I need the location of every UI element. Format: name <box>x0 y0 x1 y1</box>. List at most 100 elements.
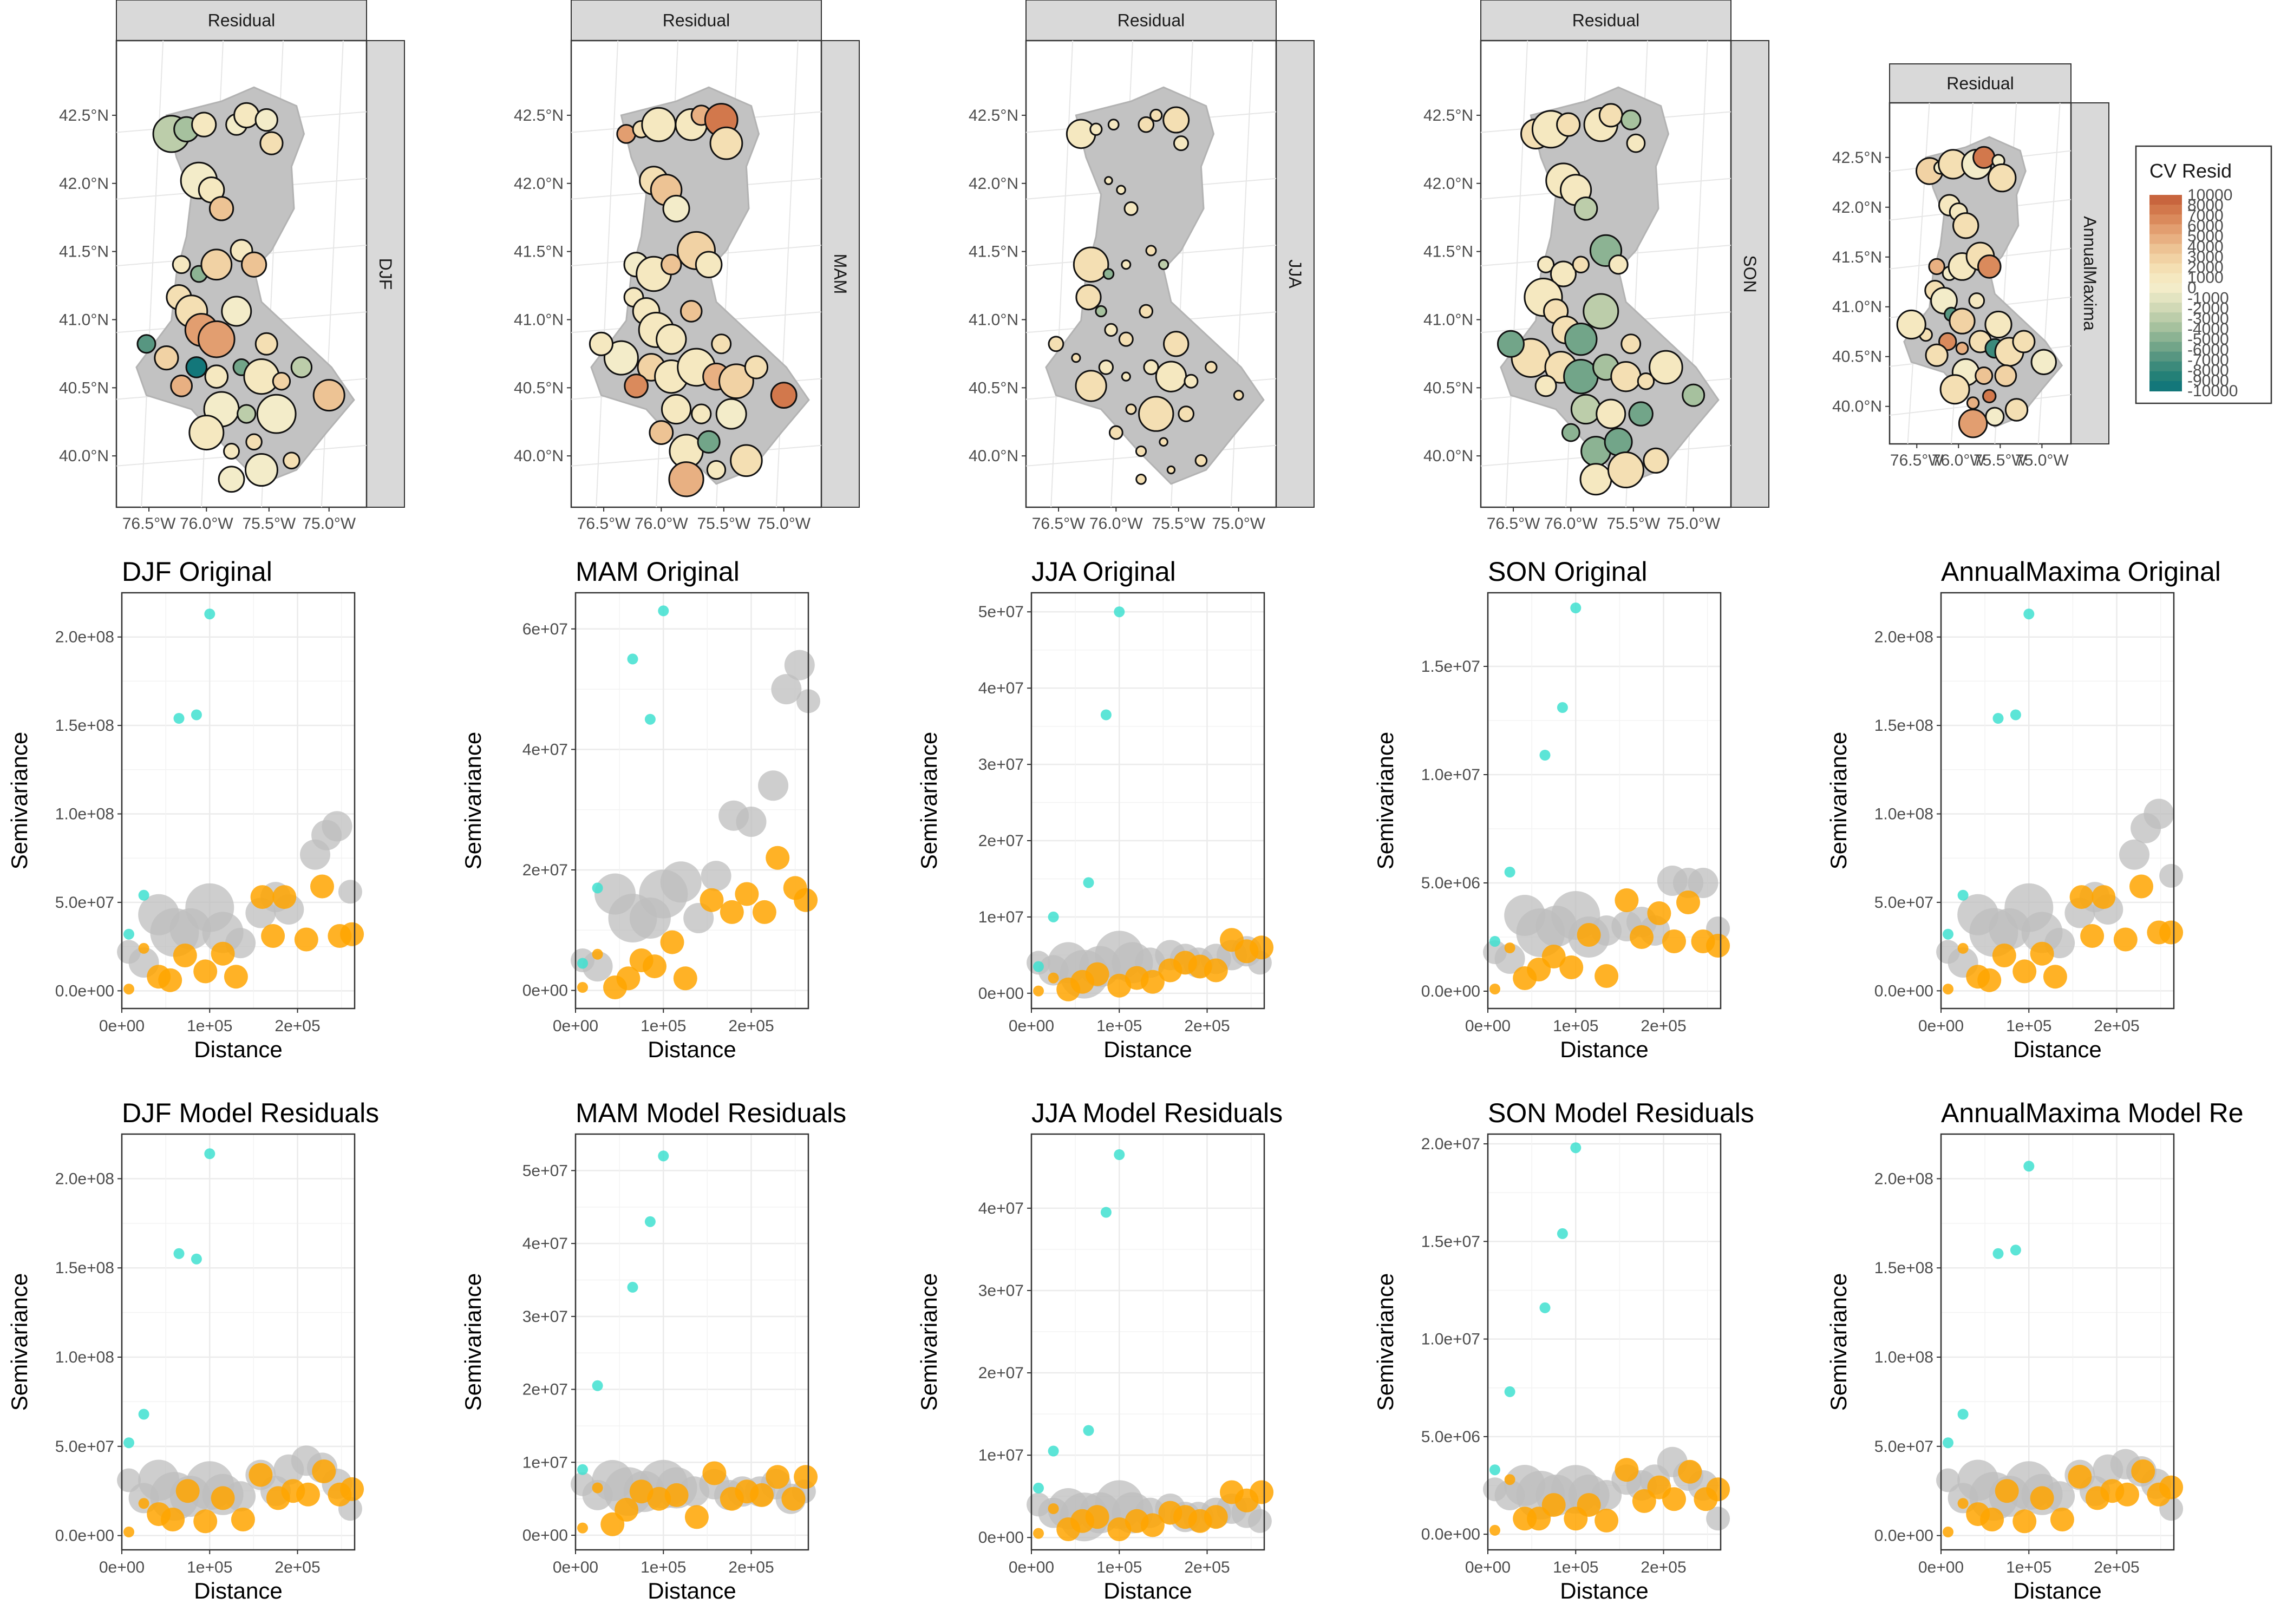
y-tick-label: 4e+07 <box>978 1200 1024 1217</box>
original-point <box>758 770 789 801</box>
station-marker <box>2012 330 2036 353</box>
station-marker <box>1071 353 1081 363</box>
strip-side <box>2070 102 2109 444</box>
lat-tick-label: 41.5°N <box>1423 243 1473 261</box>
station-marker <box>1626 133 1646 153</box>
residual-point <box>1943 1527 1953 1537</box>
outlier-point <box>1083 1425 1094 1436</box>
y-axis-title: Semivariance <box>460 1273 486 1411</box>
station-marker <box>1104 176 1113 185</box>
residual-point <box>781 1487 806 1511</box>
station-marker <box>312 379 345 412</box>
lat-tick-label: 40.0°N <box>1423 447 1473 465</box>
panel-title: AnnualMaxima Model Re <box>1941 1098 2244 1128</box>
panel-title: JJA Original <box>1031 556 1176 587</box>
y-tick-label: 5.0e+07 <box>55 1438 114 1456</box>
residual-point <box>2159 920 2184 945</box>
station-marker <box>172 255 191 274</box>
station-marker <box>1896 309 1926 340</box>
legend-title: CV Resid <box>2149 160 2232 182</box>
y-tick-label: 2e+07 <box>978 1364 1024 1382</box>
residual-point <box>123 1527 134 1537</box>
outlier-point <box>1557 702 1568 713</box>
station-marker <box>1066 119 1096 149</box>
outlier-point <box>173 1248 185 1259</box>
lat-tick-label: 42.5°N <box>1832 149 1882 167</box>
station-marker <box>272 372 291 391</box>
lon-tick-label: 76.0°W <box>635 515 688 533</box>
residual-point <box>643 954 666 979</box>
station-marker <box>679 300 703 323</box>
panel-title: JJA Model Residuals <box>1031 1098 1283 1128</box>
lat-tick-label: 40.5°N <box>1832 348 1882 366</box>
legend-label: 10000 <box>2187 186 2232 204</box>
legend-color-step <box>2149 224 2182 235</box>
station-marker <box>1149 108 1163 122</box>
legend-label: -2000 <box>2187 300 2229 318</box>
station-marker <box>1098 359 1114 375</box>
residual-point <box>615 1497 639 1522</box>
y-axis-title: Semivariance <box>6 732 32 869</box>
station-marker <box>1075 284 1102 311</box>
residual-point <box>1957 942 1969 954</box>
map-panel-DJF: Residual DJF 40.0°N 40.5°N 41.0°N 41.5°N 42.0°… <box>59 0 405 533</box>
x-tick-label: 2e+05 <box>275 1558 320 1576</box>
residual-point <box>616 966 641 991</box>
station-marker <box>1925 343 1949 367</box>
residual-point <box>2113 927 2138 952</box>
outlier-point <box>1943 1437 1953 1449</box>
outlier-point <box>627 1281 638 1293</box>
x-axis-title: Distance <box>2013 1578 2101 1603</box>
residual-point <box>1957 1498 1969 1509</box>
strip-side-label: MAM <box>831 254 850 294</box>
station-marker <box>709 126 743 160</box>
panel-title: DJF Original <box>122 556 272 587</box>
y-tick-label: 0.0e+00 <box>1421 983 1480 1000</box>
residual-point <box>173 944 197 967</box>
y-tick-label: 3e+07 <box>978 1282 1024 1300</box>
station-marker <box>1075 370 1107 402</box>
lon-tick-label: 76.5°W <box>577 515 631 533</box>
outlier-point <box>1992 1248 2004 1259</box>
y-tick-label: 1e+07 <box>978 1446 1024 1464</box>
lon-tick-label: 75.5°W <box>242 515 296 533</box>
residual-point <box>1250 1480 1274 1504</box>
lat-tick-label: 41.0°N <box>514 311 564 329</box>
x-axis-title: Distance <box>1560 1037 1648 1062</box>
x-tick-label: 1e+05 <box>1553 1017 1598 1035</box>
station-marker <box>1138 116 1155 133</box>
residual-point <box>1250 935 1274 960</box>
station-marker <box>1607 451 1644 489</box>
y-tick-label: 2.0e+08 <box>1874 628 1933 646</box>
outlier-point <box>1943 928 1953 940</box>
residual-point <box>224 965 248 989</box>
station-marker <box>1556 112 1581 137</box>
station-marker <box>1596 398 1626 429</box>
residual-point <box>1977 968 2002 992</box>
y-tick-label: 4e+07 <box>522 741 568 758</box>
station-marker <box>241 251 267 278</box>
station-marker <box>1121 259 1132 270</box>
lon-tick-label: 76.0°W <box>1544 515 1598 533</box>
residual-point <box>660 930 684 954</box>
residual-point <box>138 1498 149 1509</box>
semivariogram-panel: MAM Model Residuals 0e+00 1e+07 2e+07 3e+07 4… <box>460 1098 846 1603</box>
outlier-point <box>1114 606 1125 618</box>
lon-tick-label: 75.5°W <box>697 515 750 533</box>
residual-point <box>577 982 588 993</box>
strip-top <box>116 0 367 41</box>
strip-top-label: Residual <box>663 11 730 30</box>
semivariogram-panel: AnnualMaxima Original 0.0e+00 5.0e+07 1.0e+… <box>1826 556 2221 1062</box>
y-tick-label: 5.0e+06 <box>1421 1428 1480 1446</box>
station-marker <box>1968 292 1985 309</box>
station-marker <box>1985 407 2005 427</box>
residual-point <box>1489 1524 1500 1536</box>
panel-border <box>1030 592 1265 1010</box>
station-marker <box>1949 307 1976 335</box>
station-marker <box>1534 375 1557 397</box>
outlier-point <box>2023 608 2035 620</box>
strip-top-label: Residual <box>1572 11 1640 30</box>
station-marker <box>136 334 156 354</box>
panel-title: DJF Model Residuals <box>122 1098 379 1128</box>
